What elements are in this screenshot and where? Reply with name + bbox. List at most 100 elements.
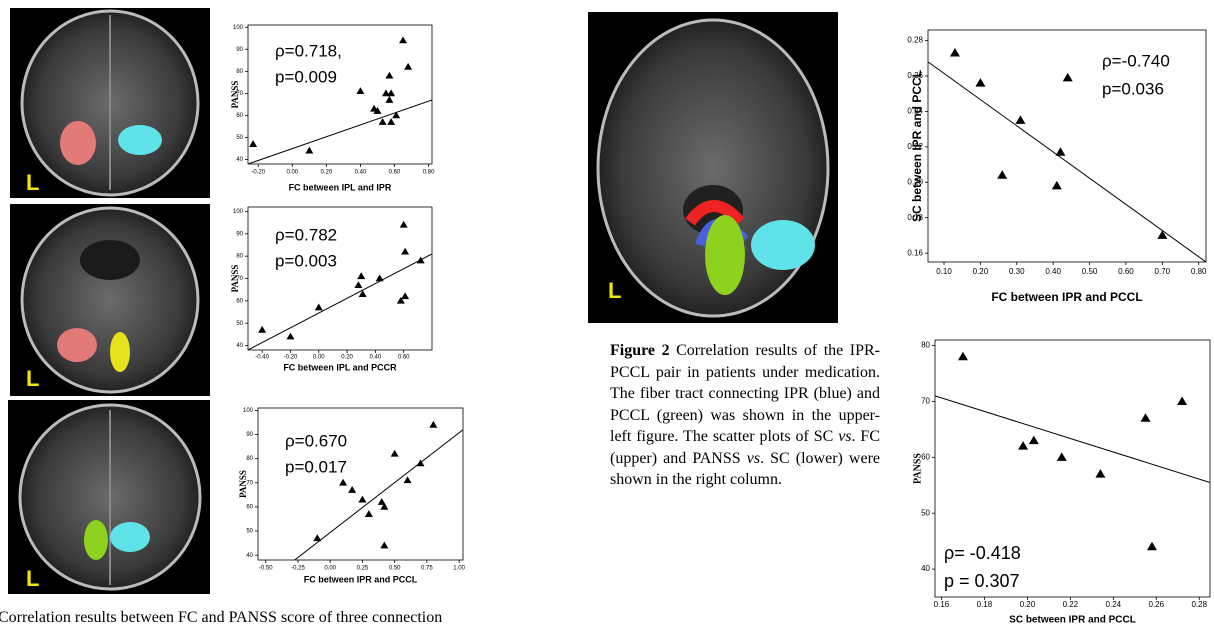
x-tick-label: 0.28 <box>1191 600 1207 609</box>
y-axis-label: PANSS <box>912 453 923 484</box>
annotation: ρ=0.670 <box>285 431 347 450</box>
x-tick-label: 0.00 <box>324 566 336 572</box>
data-point <box>401 248 409 255</box>
x-tick-label: 0.22 <box>1063 600 1079 609</box>
image-label: L <box>608 278 621 303</box>
data-point <box>1063 73 1073 82</box>
x-tick-label: 0.50 <box>389 566 401 572</box>
annotation: p=0.017 <box>285 457 347 476</box>
y-tick-label: 0.28 <box>907 36 923 45</box>
y-tick-label: 60 <box>246 504 253 510</box>
y-tick-label: 90 <box>246 432 253 438</box>
x-tick-label: -0.40 <box>255 355 269 361</box>
data-point <box>357 272 365 279</box>
data-point <box>404 63 412 70</box>
x-tick-label: 0.75 <box>421 566 433 572</box>
x-tick-label: 0.20 <box>1020 600 1036 609</box>
data-point <box>958 352 968 361</box>
data-point <box>391 450 399 457</box>
x-tick-label: 1.00 <box>453 566 465 572</box>
x-tick-label: 0.18 <box>977 600 993 609</box>
annotation: p=0.003 <box>275 251 337 270</box>
data-point <box>365 510 373 517</box>
brain-image <box>10 8 210 198</box>
trend-line <box>248 100 432 164</box>
page: L L L L -0.200.000.200.400.600.804050607… <box>0 0 1214 628</box>
data-point <box>950 48 960 57</box>
y-tick-label: 80 <box>236 69 243 75</box>
caption: Correlation results between FC and PANSS… <box>0 609 442 627</box>
data-point <box>387 89 395 96</box>
data-point <box>399 36 407 43</box>
annotation: ρ=0.782 <box>275 225 337 244</box>
annotation: p=0.009 <box>275 67 337 86</box>
annotation: ρ=-0.740 <box>1102 51 1170 70</box>
y-tick-label: 50 <box>236 135 243 141</box>
y-tick-label: 40 <box>236 157 243 163</box>
x-tick-label: -0.25 <box>291 566 305 572</box>
y-tick-label: 60 <box>236 113 243 119</box>
x-tick-label: 0.80 <box>423 170 435 176</box>
annotation: p = 0.307 <box>944 571 1020 591</box>
image-label: L <box>26 566 39 591</box>
x-tick-label: 0.80 <box>1191 267 1207 276</box>
data-point <box>392 111 400 118</box>
y-tick-label: 60 <box>236 298 243 304</box>
data-point <box>1141 413 1151 422</box>
x-tick-label: 0.16 <box>934 600 950 609</box>
annotation: ρ= -0.418 <box>944 543 1021 563</box>
y-tick-label: 70 <box>921 397 930 406</box>
x-tick-label: 0.30 <box>1009 267 1025 276</box>
y-tick-label: 40 <box>246 553 253 559</box>
y-axis-label: PANSS <box>230 81 240 109</box>
y-tick-label: 50 <box>921 508 930 517</box>
data-point <box>387 118 395 125</box>
brain-image <box>10 204 210 396</box>
x-tick-label: 0.40 <box>370 355 382 361</box>
data-point <box>975 78 985 87</box>
data-point <box>417 257 425 264</box>
x-axis-label: SC between IPR and PCCL <box>1009 615 1136 626</box>
x-tick-label: 0.40 <box>355 170 367 176</box>
brain-image <box>588 12 838 323</box>
data-point <box>1095 469 1105 478</box>
data-point <box>1147 542 1157 551</box>
y-tick-label: 50 <box>236 321 243 327</box>
y-tick-label: 90 <box>236 47 243 53</box>
x-tick-label: 0.50 <box>1082 267 1098 276</box>
trend-line <box>928 62 1206 262</box>
caption: Figure 2 Correlation results of the IPR-… <box>610 340 880 491</box>
figure: L L L L -0.200.000.200.400.600.804050607… <box>0 0 1214 628</box>
data-point <box>401 292 409 299</box>
y-tick-label: 80 <box>921 341 930 350</box>
x-tick-label: 0.70 <box>1155 267 1171 276</box>
x-tick-label: 0.20 <box>973 267 989 276</box>
data-point <box>305 147 313 154</box>
y-tick-label: 100 <box>243 408 254 414</box>
y-tick-label: 40 <box>921 564 930 573</box>
data-point <box>1015 115 1025 124</box>
y-tick-label: 90 <box>236 231 243 237</box>
y-tick-label: 80 <box>246 456 253 462</box>
data-point <box>1177 396 1187 405</box>
y-tick-label: 100 <box>233 209 244 215</box>
x-tick-label: 0.26 <box>1149 600 1165 609</box>
data-point <box>404 476 412 483</box>
data-point <box>1029 436 1039 445</box>
y-tick-label: 80 <box>236 254 243 260</box>
data-point <box>400 221 408 228</box>
y-axis-label: PANSS <box>230 265 240 293</box>
data-point <box>258 326 266 333</box>
x-tick-label: 0.24 <box>1106 600 1122 609</box>
x-axis-label: FC between IPR and PCCL <box>991 290 1142 304</box>
x-axis-label: FC between IPL and PCCR <box>283 362 397 372</box>
annotation: ρ=0.718, <box>275 41 342 60</box>
data-point <box>339 479 347 486</box>
x-tick-label: 0.20 <box>341 355 353 361</box>
data-point <box>1018 441 1028 450</box>
y-axis-label: PANSS <box>238 470 248 498</box>
x-tick-label: 0.00 <box>313 355 325 361</box>
